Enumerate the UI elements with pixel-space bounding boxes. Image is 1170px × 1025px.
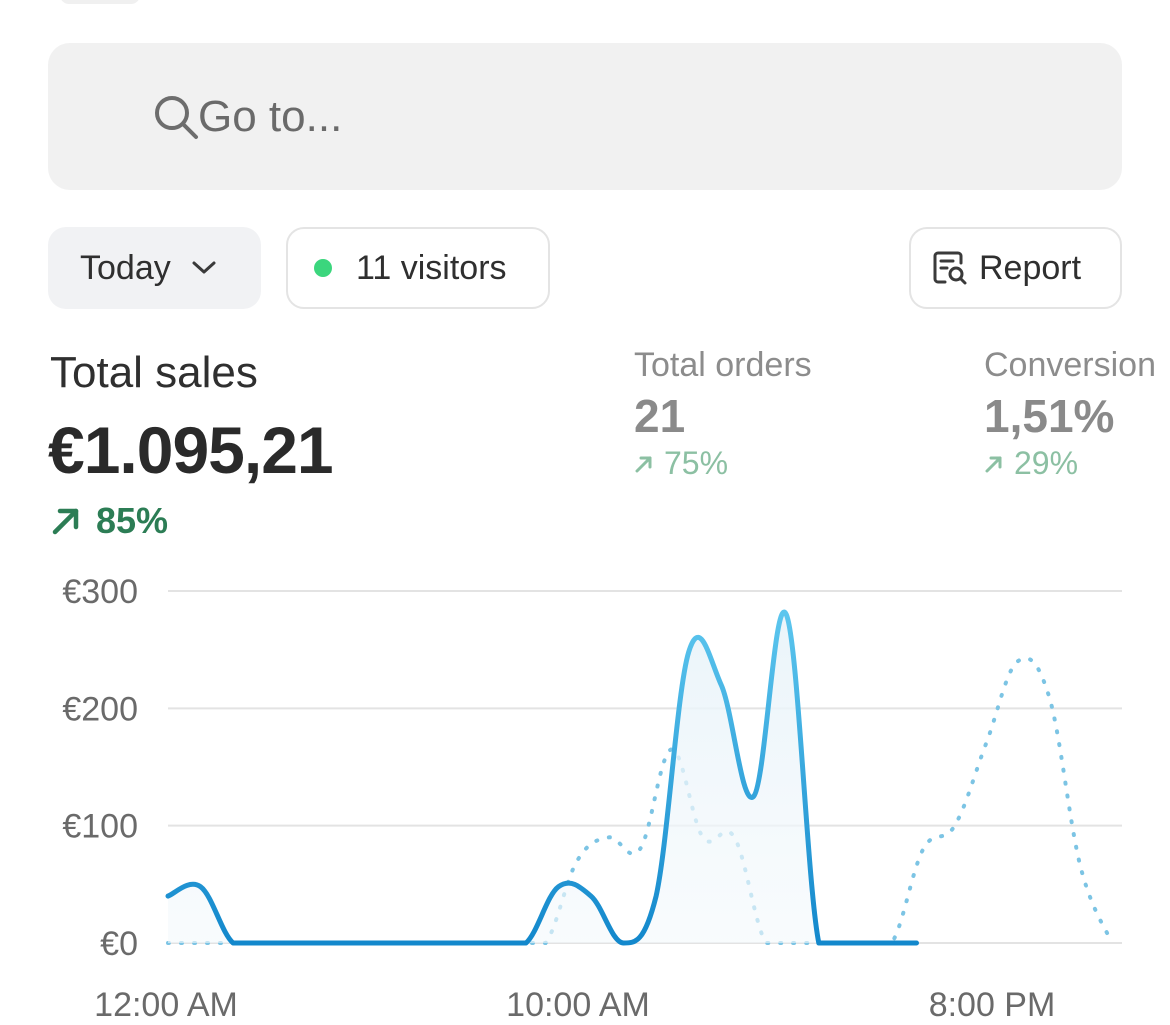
total-sales-change-value: 85% [96, 500, 169, 541]
y-tick-label: €0 [100, 925, 138, 963]
sales-chart: €300 €200 €100 €0 12:00 AM 10:00 AM 8:00 PM [62, 573, 1122, 1024]
conversion-title: Conversion [984, 346, 1156, 384]
y-tick-label: €200 [62, 690, 138, 728]
search-input[interactable] [196, 90, 1000, 143]
x-tick-label: 10:00 AM [506, 986, 650, 1024]
total-orders-value: 21 [634, 390, 686, 442]
top-handle [60, 0, 140, 4]
trend-up-icon [985, 456, 1002, 472]
date-range-label: Today [80, 248, 171, 287]
total-sales-title: Total sales [50, 348, 258, 397]
live-visitors-label: 11 visitors [356, 248, 507, 287]
live-dot-icon [314, 259, 332, 277]
total-sales-change: 85% [50, 500, 168, 542]
search-icon [155, 96, 198, 139]
date-range-dropdown[interactable]: Today [48, 227, 261, 309]
search-bar[interactable] [48, 43, 1122, 190]
y-tick-label: €100 [62, 808, 138, 846]
current-series-line [165, 609, 919, 946]
x-tick-label: 8:00 PM [929, 986, 1056, 1024]
conversion-change: 29% [984, 445, 1156, 482]
report-label: Report [979, 248, 1082, 287]
report-search-icon [933, 251, 967, 285]
y-tick-label: €300 [62, 573, 138, 611]
comparison-series-line [166, 656, 1114, 945]
conversion-change-value: 29% [1014, 445, 1079, 481]
live-visitors-button[interactable]: 11 visitors [286, 227, 550, 309]
total-orders-change-value: 75% [664, 445, 729, 481]
trend-up-icon [635, 456, 652, 472]
chart-series [165, 609, 1114, 946]
trend-up-icon [52, 508, 79, 535]
chevron-down-icon [192, 261, 216, 274]
x-tick-label: 12:00 AM [94, 986, 238, 1024]
report-button[interactable]: Report [909, 227, 1122, 309]
total-orders-metric[interactable]: Total orders 21 75% [634, 346, 812, 482]
total-orders-title: Total orders [634, 346, 812, 384]
y-axis: €300 €200 €100 €0 [62, 573, 138, 963]
x-axis: 12:00 AM 10:00 AM 8:00 PM [94, 986, 1055, 1024]
chart-grid [168, 590, 1122, 944]
conversion-metric[interactable]: Conversion 1,51% 29% [984, 346, 1156, 482]
current-series-area [168, 612, 917, 943]
total-orders-change: 75% [634, 445, 812, 482]
total-sales-value: €1.095,21 [48, 413, 334, 487]
conversion-value: 1,51% [984, 390, 1115, 442]
